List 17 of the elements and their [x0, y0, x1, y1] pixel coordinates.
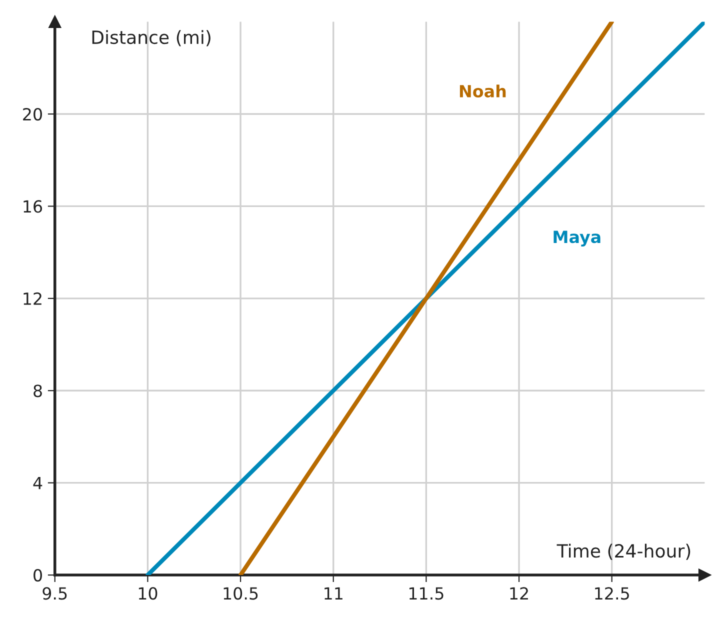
y-tick-label: 0 — [34, 568, 42, 582]
y-axis-title: Distance (mi) — [92, 30, 210, 46]
x-tick-label: 10 — [138, 587, 158, 600]
x-tick-label: 10.5 — [224, 587, 258, 600]
x-tick-label: 11.5 — [409, 587, 444, 600]
text: Noah — [460, 84, 506, 98]
x-tick-label: 12 — [510, 587, 528, 600]
text: Maya — [554, 230, 600, 247]
y-tick-label: 8 — [34, 384, 42, 398]
x-tick-label: 9.5 — [42, 587, 67, 600]
y-tick-label: 20 — [23, 108, 42, 121]
y-tick-label: 4 — [33, 477, 42, 490]
x-tick-label: 12.5 — [595, 587, 629, 600]
y-tick-label: 16 — [24, 200, 42, 213]
x-tick-label: 11 — [324, 587, 342, 600]
x-axis-title: Time (24-hour) — [556, 544, 690, 560]
y-tick-label: 12 — [24, 292, 42, 305]
